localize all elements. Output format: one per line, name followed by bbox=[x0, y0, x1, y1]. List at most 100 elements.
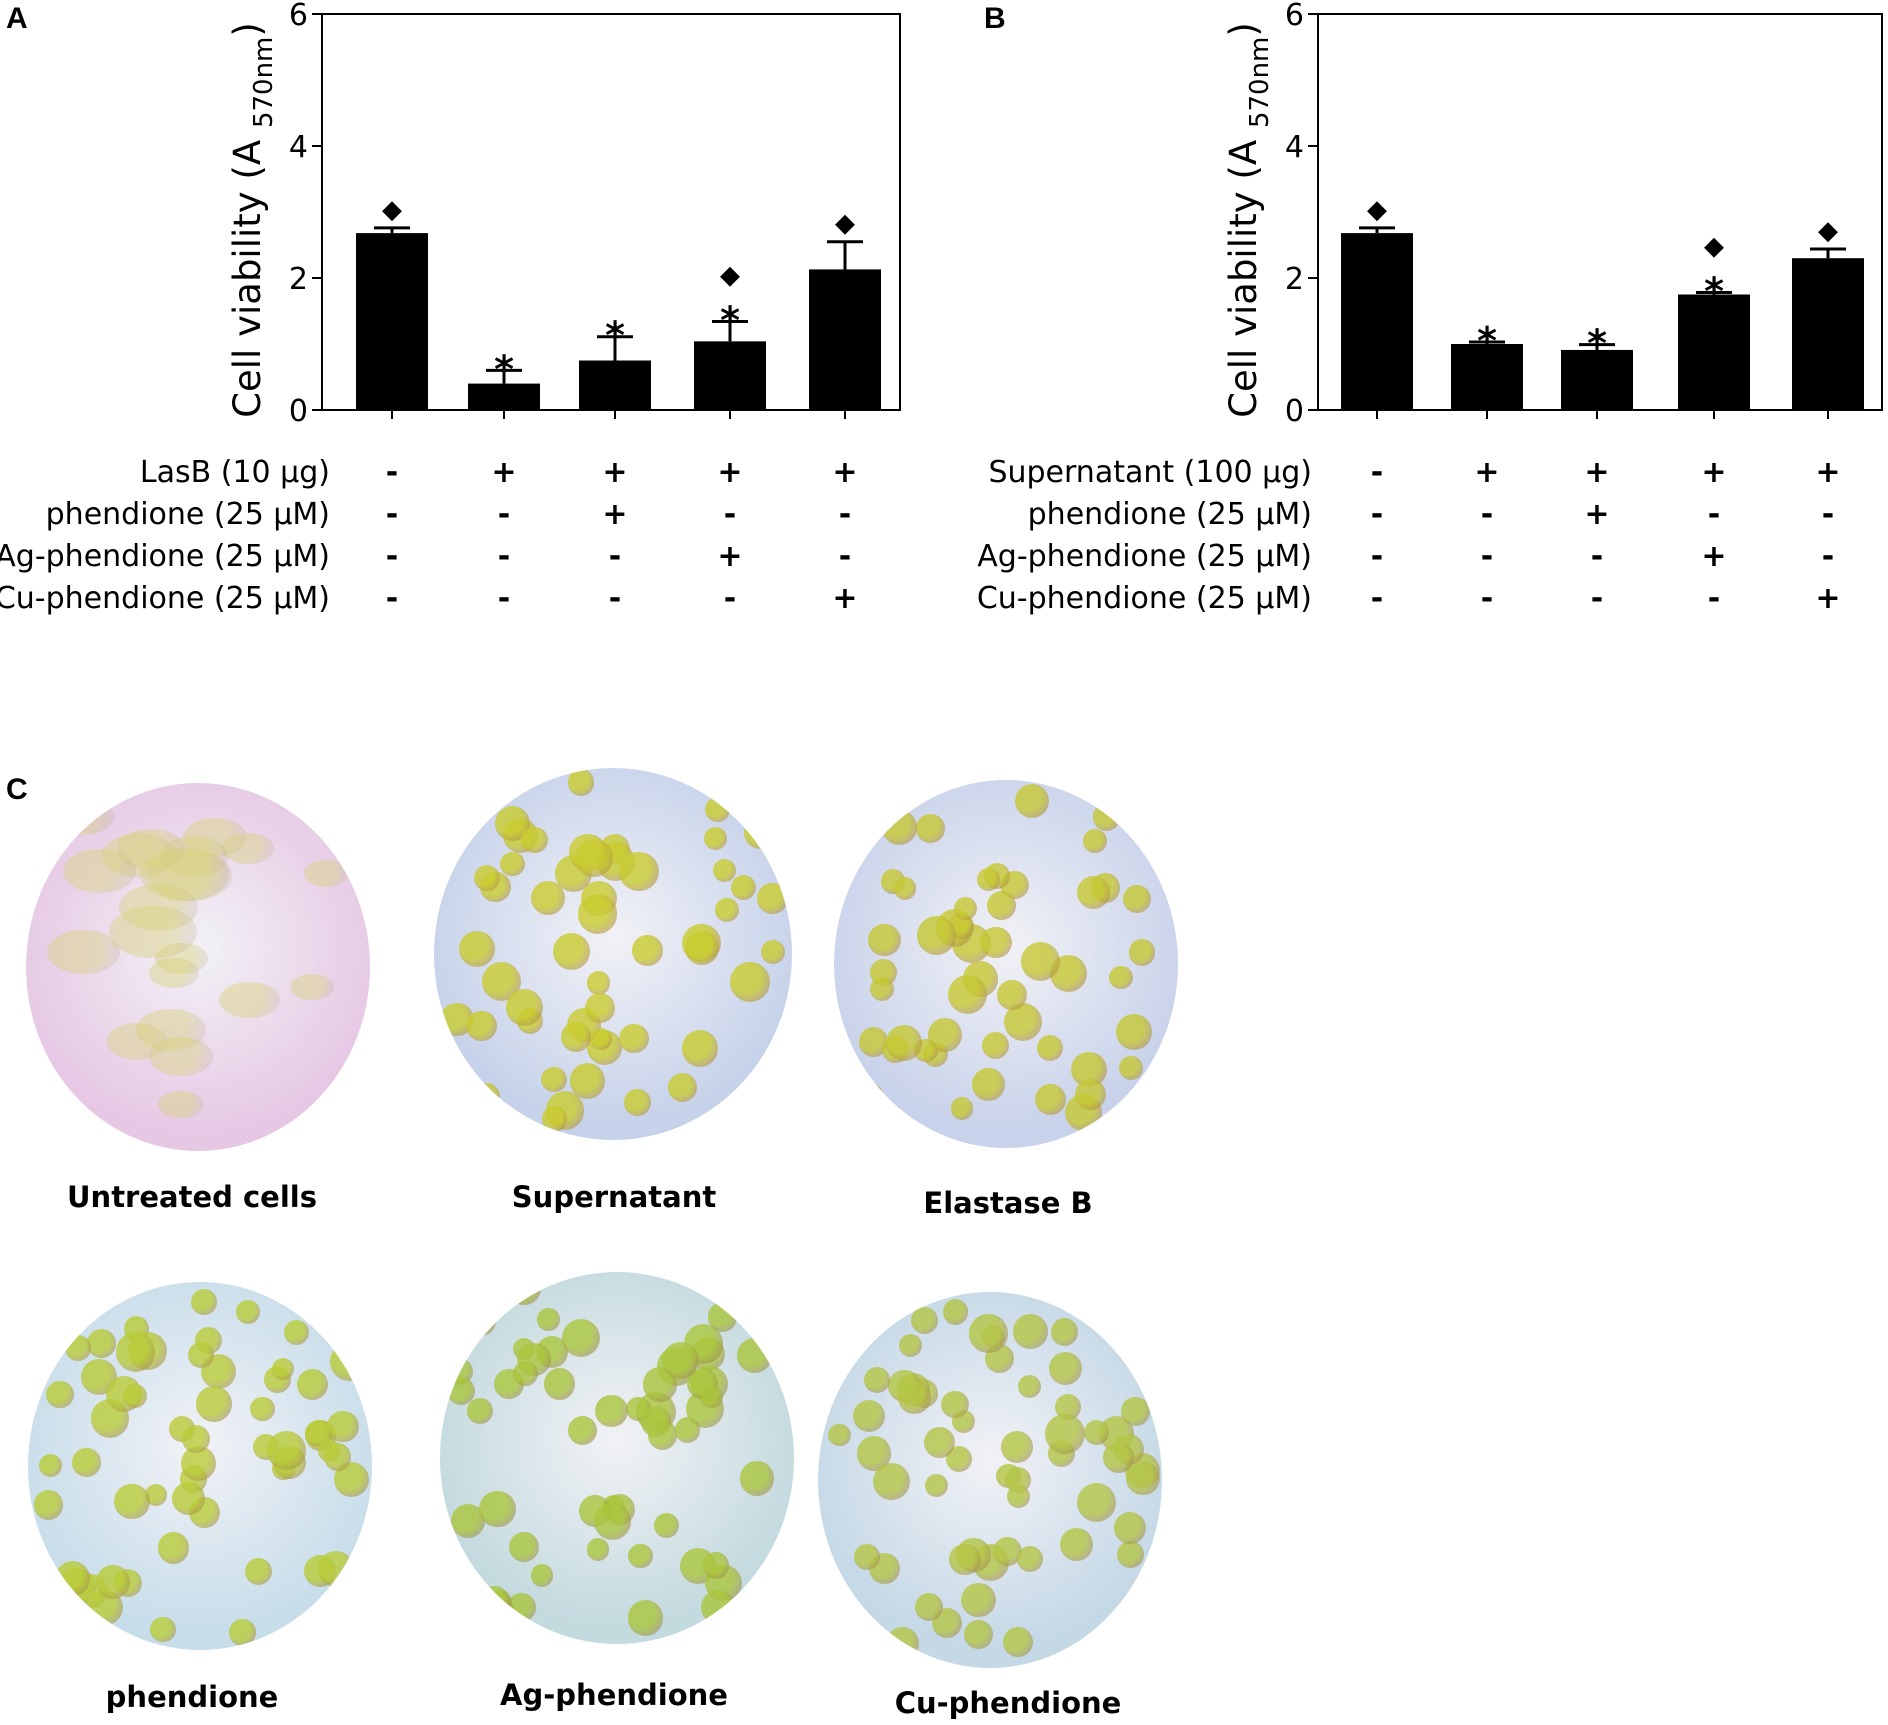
cell-blob bbox=[567, 1416, 597, 1445]
cell-blob bbox=[761, 940, 786, 965]
cell-blob bbox=[924, 1473, 948, 1497]
cell-blob bbox=[171, 1482, 205, 1516]
cell-blob bbox=[537, 1308, 560, 1331]
micrograph-cu-phendione bbox=[818, 1292, 1162, 1668]
cell-blob bbox=[150, 1616, 176, 1643]
cell-blob bbox=[327, 1410, 359, 1443]
panel-label-b: B bbox=[984, 2, 1006, 35]
cell-blob bbox=[95, 1564, 131, 1600]
chart-b-row-4-sign-3: - bbox=[1591, 581, 1603, 616]
cell-blob bbox=[218, 981, 280, 1019]
chart-b-diamond-5: ◆ bbox=[1818, 216, 1838, 246]
cell-blob bbox=[222, 832, 275, 864]
cell-blob bbox=[512, 1360, 538, 1386]
micrograph-elastase-b bbox=[834, 780, 1178, 1148]
cell-blob bbox=[229, 1619, 256, 1646]
cell-blob bbox=[853, 1544, 880, 1570]
cell-blob bbox=[1077, 875, 1111, 909]
cell-blob bbox=[54, 1560, 91, 1597]
cell-blob bbox=[681, 1030, 719, 1067]
cell-blob bbox=[653, 1513, 679, 1539]
cell-blob bbox=[1083, 829, 1107, 853]
cell-blob bbox=[1006, 1484, 1031, 1509]
micrograph-ag-phendione bbox=[440, 1272, 794, 1644]
cell-blob bbox=[1014, 784, 1049, 819]
cell-blob bbox=[881, 809, 917, 845]
cell-blob bbox=[136, 1009, 207, 1052]
chart-b-diamond-4: ◆ bbox=[1704, 232, 1724, 262]
chart-a-row-2-sign-3: + bbox=[602, 497, 627, 532]
chart-a-row-2-sign-1: - bbox=[386, 497, 398, 532]
chart-a-ytick-label: 6 bbox=[289, 0, 308, 33]
cell-blob bbox=[705, 796, 731, 823]
chart-a-row-4-sign-4: - bbox=[724, 581, 736, 616]
cell-blob bbox=[46, 1381, 74, 1409]
cell-blob bbox=[942, 1299, 969, 1325]
cell-blob bbox=[303, 860, 348, 887]
cell-blob bbox=[707, 1302, 738, 1332]
cell-blob bbox=[868, 924, 901, 957]
cell-blob bbox=[972, 1068, 1005, 1101]
cell-blob bbox=[459, 1308, 489, 1338]
caption-cu-phendione: Cu-phendione bbox=[894, 1686, 1122, 1720]
chart-a-bar-2 bbox=[468, 383, 540, 410]
cell-blob bbox=[309, 1098, 352, 1125]
cell-blob bbox=[964, 1620, 994, 1649]
chart-b-row-label-2: phendione (25 µM) bbox=[1028, 497, 1312, 532]
cell-blob bbox=[144, 1484, 167, 1507]
cell-blob bbox=[828, 1423, 851, 1447]
cell-blob bbox=[479, 1490, 516, 1528]
chart-a-bar-3 bbox=[579, 360, 651, 410]
cell-blob bbox=[1048, 1351, 1082, 1385]
cell-blob bbox=[590, 1027, 613, 1050]
chart-a-row-1-sign-2: + bbox=[491, 455, 516, 490]
chart-b-row-2-sign-5: - bbox=[1822, 497, 1834, 532]
cell-blob bbox=[101, 833, 176, 878]
cell-blob bbox=[1123, 885, 1151, 913]
chart-a-row-3-sign-4: + bbox=[717, 539, 742, 574]
cell-blob bbox=[624, 1089, 651, 1116]
cell-blob bbox=[182, 1424, 211, 1453]
chart-a-ytick-label: 0 bbox=[289, 394, 308, 429]
chart-a-ylabel: Cell viability (A 570nm) bbox=[226, 22, 279, 418]
cell-blob bbox=[731, 874, 757, 900]
cell-blob bbox=[191, 1289, 218, 1315]
cell-blob bbox=[244, 1557, 272, 1585]
cell-blob bbox=[863, 1366, 891, 1394]
cell-blob bbox=[1145, 1108, 1175, 1138]
cell-blob bbox=[1012, 1314, 1048, 1349]
cell-blob bbox=[560, 1022, 591, 1053]
cell-blob bbox=[467, 1397, 493, 1424]
cell-blob bbox=[914, 1592, 944, 1622]
cell-blob bbox=[196, 1386, 233, 1422]
cell-blob bbox=[916, 814, 945, 843]
micrograph-supernatant bbox=[434, 768, 792, 1140]
chart-a-row-4-sign-1: - bbox=[386, 581, 398, 616]
chart-a-row-2-sign-2: - bbox=[498, 497, 510, 532]
chart-a-asterisk-3: * bbox=[605, 314, 625, 358]
chart-b-bar-3 bbox=[1561, 349, 1633, 410]
chart-b-row-1-sign-4: + bbox=[1701, 455, 1726, 490]
cell-blob bbox=[593, 1502, 632, 1541]
chart-b-row-4-sign-5: + bbox=[1815, 581, 1840, 616]
cell-blob bbox=[685, 931, 720, 966]
cell-blob bbox=[250, 1396, 276, 1422]
chart-b-bar-2 bbox=[1451, 344, 1523, 410]
chart-b-row-4-sign-1: - bbox=[1371, 581, 1383, 616]
cell-blob bbox=[760, 821, 783, 845]
chart-a-bar-4 bbox=[694, 341, 766, 410]
cell-blob bbox=[910, 1307, 938, 1335]
cell-blob bbox=[736, 1337, 772, 1373]
chart-b-row-2-sign-1: - bbox=[1371, 497, 1383, 532]
cell-blob bbox=[1116, 1541, 1144, 1568]
chart-a-bar-5 bbox=[809, 269, 881, 410]
chart-b-ytick-label: 2 bbox=[1285, 262, 1304, 297]
chart-b-bar-4 bbox=[1678, 294, 1750, 410]
cell-blob bbox=[160, 835, 229, 877]
cell-blob bbox=[586, 971, 611, 996]
chart-a-row-3-sign-3: - bbox=[609, 539, 621, 574]
cell-blob bbox=[119, 884, 198, 932]
cell-blob bbox=[674, 1416, 701, 1443]
cell-blob bbox=[667, 1073, 697, 1103]
chart-b-row-1-sign-5: + bbox=[1815, 455, 1840, 490]
